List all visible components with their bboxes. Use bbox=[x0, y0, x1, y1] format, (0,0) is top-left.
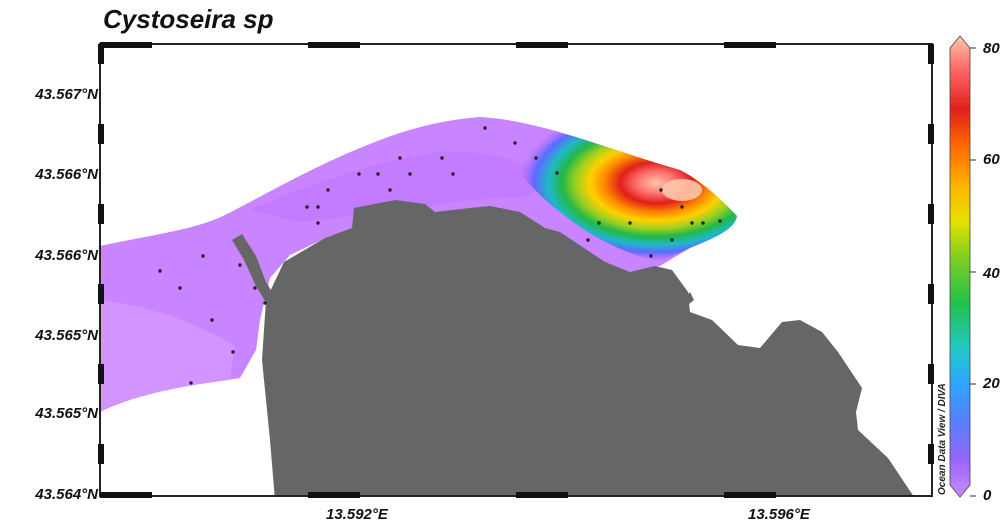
sample-point bbox=[316, 205, 320, 209]
sample-point bbox=[513, 141, 517, 145]
sample-point bbox=[440, 156, 444, 160]
sample-point bbox=[316, 221, 320, 225]
colorbar-ticks bbox=[970, 47, 976, 497]
sample-point bbox=[649, 254, 653, 258]
sample-point bbox=[263, 301, 267, 305]
sample-point bbox=[408, 172, 412, 176]
pier bbox=[232, 234, 277, 306]
sample-point bbox=[398, 156, 402, 160]
sample-point bbox=[210, 318, 214, 322]
sample-point bbox=[376, 172, 380, 176]
sample-point bbox=[201, 254, 205, 258]
sample-point bbox=[701, 221, 705, 225]
abundance-field-mid bbox=[250, 151, 545, 222]
hotspot-core bbox=[662, 179, 702, 201]
credit-text: Ocean Data View / DIVA bbox=[937, 383, 948, 495]
lon-label-2: 13.596°E bbox=[748, 506, 810, 523]
sample-point bbox=[253, 286, 257, 290]
sample-point bbox=[628, 221, 632, 225]
sample-point bbox=[483, 126, 487, 130]
lat-label-6: 43.564°N bbox=[35, 486, 98, 503]
sample-point bbox=[158, 269, 162, 273]
sample-point bbox=[534, 156, 538, 160]
credit-text-wrap: Ocean Data View / DIVA bbox=[937, 383, 948, 496]
lat-label-5: 43.565°N bbox=[35, 405, 98, 422]
sample-point bbox=[238, 263, 242, 267]
sample-point bbox=[178, 286, 182, 290]
colorbar-label-4: 20 bbox=[983, 375, 1000, 392]
map-title: Cystoseira sp bbox=[103, 4, 274, 34]
sample-point bbox=[326, 188, 330, 192]
lat-label-4: 43.565°N bbox=[35, 327, 98, 344]
sample-point bbox=[189, 381, 193, 385]
lat-label-1: 43.567°N bbox=[35, 86, 98, 103]
sample-point bbox=[555, 171, 559, 175]
sample-point bbox=[388, 188, 392, 192]
colorbar bbox=[949, 35, 971, 498]
sample-points bbox=[158, 126, 722, 385]
lon-label-1: 13.592°E bbox=[326, 506, 388, 523]
sample-point bbox=[670, 238, 674, 242]
colorbar-label-3: 40 bbox=[983, 265, 1000, 282]
sample-point bbox=[451, 172, 455, 176]
abundance-field-shade bbox=[100, 300, 235, 412]
jetty bbox=[686, 292, 694, 304]
colorbar-label-5: 0 bbox=[983, 487, 992, 504]
lat-label-3: 43.566°N bbox=[35, 247, 98, 264]
frame-ticks bbox=[98, 42, 934, 498]
sample-point bbox=[690, 221, 694, 225]
sample-point bbox=[586, 238, 590, 242]
sample-point bbox=[305, 205, 309, 209]
land-mass bbox=[262, 200, 914, 496]
abundance-hotspot bbox=[485, 118, 737, 262]
sample-point bbox=[231, 350, 235, 354]
lat-label-2: 43.566°N bbox=[35, 166, 98, 183]
sample-point bbox=[659, 188, 663, 192]
colorbar-label-1: 80 bbox=[983, 40, 1000, 57]
sample-point bbox=[680, 205, 684, 209]
colorbar-label-2: 60 bbox=[983, 151, 1000, 168]
sample-point bbox=[597, 221, 601, 225]
sample-point bbox=[357, 172, 361, 176]
sample-point bbox=[718, 219, 722, 223]
